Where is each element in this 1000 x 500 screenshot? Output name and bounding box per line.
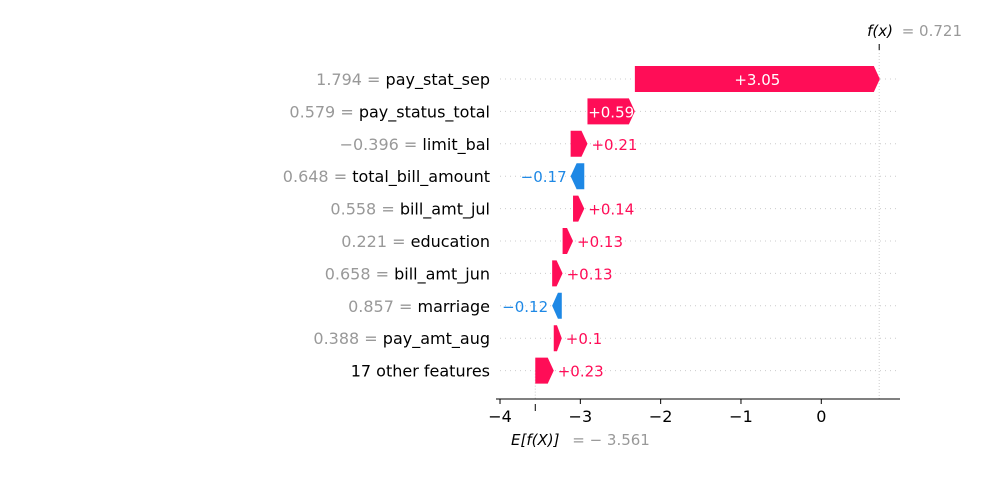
- feature-label: 0.857 = marriage: [348, 297, 490, 316]
- feature-name: bill_amt_jun: [394, 264, 490, 284]
- feature-label: 17 other features: [351, 362, 490, 381]
- base-label-text: E[f(X)]: [511, 431, 560, 449]
- contribution-bar: [570, 163, 585, 190]
- feature-value: 0.558 =: [330, 200, 399, 219]
- output-value-text: = 0.721: [902, 22, 962, 40]
- contribution-bars: +3.05 +0.59 +0.21 −0.17 +0.14 +0.13 +0.13 −0.12…: [502, 66, 880, 384]
- feature-name: education: [411, 232, 490, 251]
- x-tick-label: −3: [569, 407, 593, 426]
- output-value-label: f(x) = 0.721: [867, 22, 962, 40]
- contribution-bar: [552, 292, 562, 319]
- base-value-label: E[f(X)] = − 3.561: [511, 431, 650, 449]
- bar-value-label: +3.05: [734, 71, 780, 89]
- contribution-bar: [535, 357, 554, 384]
- contribution-bar: [570, 130, 588, 157]
- feature-name: limit_bal: [422, 135, 490, 155]
- feature-name: pay_amt_aug: [383, 329, 490, 349]
- bar-value-label: −0.12: [502, 298, 548, 316]
- output-label-text: f(x): [867, 22, 893, 40]
- feature-value: 0.388 =: [313, 329, 382, 348]
- bar-value-label: +0.23: [558, 363, 604, 381]
- contribution-bar: [562, 228, 574, 254]
- feature-value: 0.648 =: [283, 167, 352, 186]
- contribution-bar: [573, 195, 585, 222]
- bar-value-label: +0.21: [591, 136, 637, 154]
- feature-name: marriage: [417, 297, 490, 316]
- bar-value-label: +0.59: [588, 103, 634, 121]
- feature-label: 0.221 = education: [341, 232, 490, 251]
- feature-label: 0.558 = bill_amt_jul: [330, 200, 490, 220]
- feature-label: −0.396 = limit_bal: [340, 135, 490, 155]
- feature-label: 1.794 = pay_stat_sep: [316, 70, 490, 90]
- x-tick-label: −4: [488, 407, 512, 426]
- feature-value: 1.794 =: [316, 70, 385, 89]
- feature-name: pay_status_total: [359, 102, 490, 122]
- feature-name: 17 other features: [351, 362, 490, 381]
- x-tick-label: −1: [729, 407, 753, 426]
- bar-value-label: −0.17: [521, 168, 567, 186]
- feature-labels: 1.794 = pay_stat_sep 0.579 = pay_status_t…: [283, 70, 490, 381]
- feature-name: bill_amt_jul: [400, 200, 490, 220]
- feature-value: 0.658 =: [325, 264, 394, 283]
- value-annotations: f(x) = 0.721 E[f(X)] = − 3.561: [511, 22, 962, 449]
- base-value-text: = − 3.561: [572, 431, 650, 449]
- contribution-bar: [634, 66, 880, 92]
- bar-value-label: +0.1: [566, 330, 602, 348]
- feature-label: 0.658 = bill_amt_jun: [325, 264, 490, 284]
- feature-label: 0.579 = pay_status_total: [289, 102, 490, 122]
- bar-value-label: +0.14: [588, 201, 634, 219]
- feature-label: 0.648 = total_bill_amount: [283, 167, 490, 187]
- feature-label: 0.388 = pay_amt_aug: [313, 329, 490, 349]
- feature-value: 0.857 =: [348, 297, 417, 316]
- gridlines: [500, 78, 900, 372]
- bar-value-label: +0.13: [577, 233, 623, 251]
- contribution-bar: [552, 260, 563, 287]
- contribution-bar: [587, 98, 635, 125]
- x-tick-label: −2: [649, 407, 673, 426]
- feature-value: 0.579 =: [289, 102, 358, 121]
- feature-name: pay_stat_sep: [386, 70, 490, 90]
- x-tick-label: 0: [816, 407, 826, 426]
- feature-name: total_bill_amount: [352, 167, 490, 187]
- feature-value: −0.396 =: [340, 135, 423, 154]
- feature-value: 0.221 =: [341, 232, 410, 251]
- x-axis: −4 −3 −2 −1 0: [488, 44, 900, 426]
- bar-value-label: +0.13: [567, 265, 613, 283]
- contribution-bar: [553, 325, 562, 352]
